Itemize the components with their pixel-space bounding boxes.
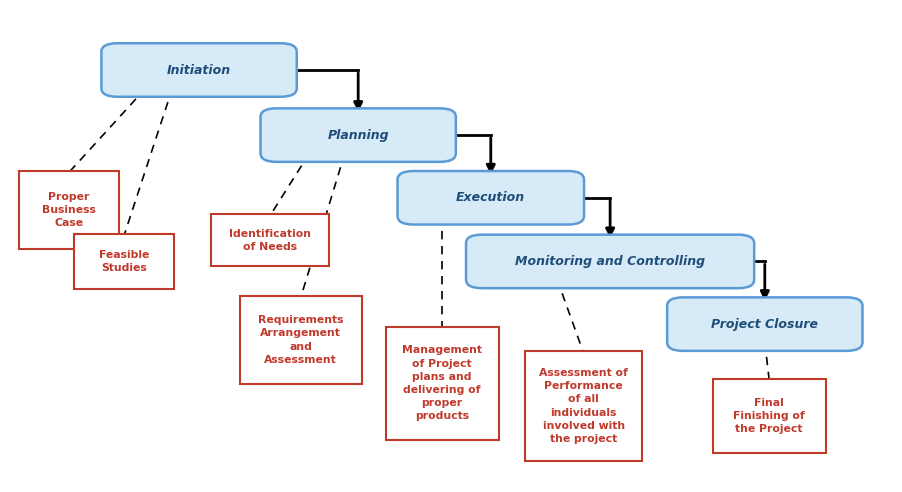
- FancyBboxPatch shape: [385, 327, 499, 439]
- FancyBboxPatch shape: [261, 108, 456, 162]
- FancyBboxPatch shape: [19, 171, 119, 249]
- FancyBboxPatch shape: [240, 296, 362, 384]
- Text: Feasible
Studies: Feasible Studies: [98, 250, 149, 273]
- Text: Execution: Execution: [456, 191, 525, 204]
- Text: Initiation: Initiation: [167, 63, 231, 77]
- FancyBboxPatch shape: [525, 351, 642, 461]
- Text: Project Closure: Project Closure: [712, 318, 818, 331]
- Text: Proper
Business
Case: Proper Business Case: [42, 192, 97, 228]
- Text: Identification
of Needs: Identification of Needs: [229, 229, 311, 252]
- FancyBboxPatch shape: [667, 297, 862, 351]
- Text: Assessment of
Performance
of all
individuals
involved with
the project: Assessment of Performance of all individ…: [539, 368, 628, 444]
- FancyBboxPatch shape: [101, 43, 297, 97]
- Text: Management
of Project
plans and
delivering of
proper
products: Management of Project plans and deliveri…: [402, 345, 483, 422]
- FancyBboxPatch shape: [74, 234, 174, 289]
- FancyBboxPatch shape: [398, 171, 584, 224]
- Text: Requirements
Arrangement
and
Assessment: Requirements Arrangement and Assessment: [258, 315, 344, 365]
- Text: Planning: Planning: [327, 128, 389, 142]
- Text: Final
Finishing of
the Project: Final Finishing of the Project: [733, 398, 805, 434]
- Text: Monitoring and Controlling: Monitoring and Controlling: [515, 255, 705, 268]
- FancyBboxPatch shape: [713, 379, 826, 453]
- FancyBboxPatch shape: [466, 235, 754, 288]
- FancyBboxPatch shape: [211, 214, 328, 266]
